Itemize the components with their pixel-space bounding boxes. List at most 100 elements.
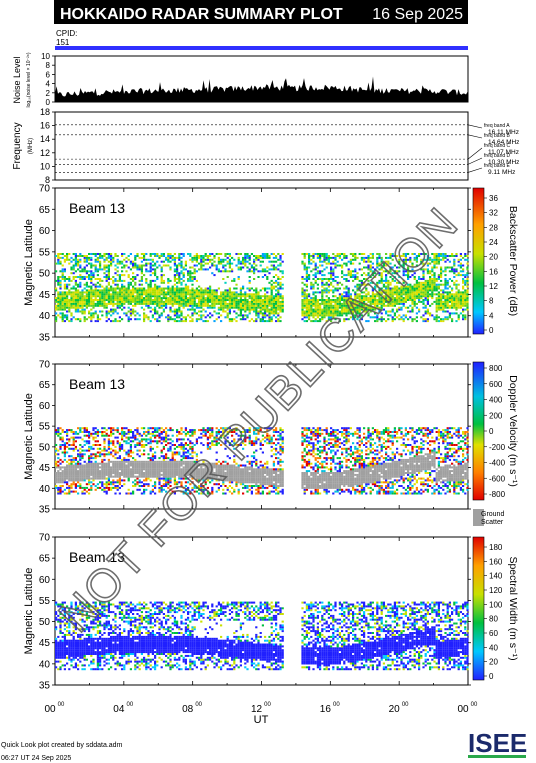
lat-tick-label: 50 (39, 442, 51, 453)
isee-logo-text: ISEE (468, 728, 527, 758)
lat-tick-label: 35 (39, 681, 51, 692)
freq-ytick-label: 14 (40, 134, 50, 144)
ground-scatter-label: Scatter (481, 519, 504, 526)
freq-ytick-label: 18 (40, 107, 50, 117)
colorbar-power: 0 4 8 12 16 20 24 28 32 36 Backscatter Power (dB) (472, 187, 519, 335)
noise-ytick-label: 10 (41, 52, 50, 61)
lat-tick-label: 65 (39, 205, 51, 216)
freq-band-leader (467, 157, 483, 165)
footer-timestamp: 06:27 UT 24 Sep 2025 (1, 755, 71, 762)
lat-tick-label: 55 (39, 596, 51, 607)
colorbar-tick-label: 200 (489, 411, 503, 420)
time-tick-label: 20 (389, 704, 401, 715)
colorbar-tick-label: 16 (489, 267, 498, 276)
colorbar-tick-label: 32 (489, 209, 498, 218)
colorbar-tick-label: -400 (489, 459, 506, 468)
noise-ytick-label: 4 (46, 80, 51, 89)
freq-ytick-label: 16 (40, 121, 50, 131)
time-tick-label: 04 (113, 704, 125, 715)
isee-logo-underline (468, 755, 526, 758)
lat-axis-label: Magnetic Latitude (23, 219, 35, 306)
colorbar-tick-label: 100 (489, 600, 503, 609)
freq-band-value: 16.11 MHz (488, 129, 519, 136)
lat-tick-label: 55 (39, 247, 51, 258)
freq-band-label: freq band E (484, 163, 511, 169)
colorbar-tick-label: -800 (489, 490, 506, 499)
noise-level-series (55, 76, 468, 102)
freq-band-value: 11.07 MHz (488, 149, 519, 156)
xaxis-label: UT (254, 714, 269, 726)
colorbar-tick-label: 180 (489, 543, 503, 552)
noise-ylabel: Noise Level (12, 56, 22, 103)
noise-ytick-label: 2 (46, 89, 51, 98)
scatter-cells (55, 601, 469, 671)
time-tick-minutes: 00 (471, 702, 478, 708)
colorbar-label: Backscatter Power (dB) (507, 206, 519, 316)
colorbar-width: 0 20 40 60 80 100 120 140 160 180 Spectral Width (… (472, 536, 519, 681)
colorbar-tick-label: -600 (489, 474, 506, 483)
freq-ylabel: Frequency (12, 122, 23, 169)
freq-ytick-label: 12 (40, 148, 50, 158)
lat-tick-label: 50 (39, 617, 51, 628)
lat-tick-label: 35 (39, 333, 51, 344)
freq-band-label: freq band A (484, 123, 510, 129)
colorbar-tick-label: 600 (489, 380, 503, 389)
time-tick-label: 08 (182, 704, 194, 715)
cpid-bar (55, 46, 468, 50)
lat-tick-label: 60 (39, 401, 51, 412)
colorbar-tick-label: 120 (489, 586, 503, 595)
colorbar-tick-label: 800 (489, 364, 503, 373)
plot-title: HOKKAIDO RADAR SUMMARY PLOT (60, 6, 343, 23)
freq-band-leader (467, 167, 483, 173)
lat-tick-label: 60 (39, 226, 51, 237)
lat-tick-label: 45 (39, 290, 51, 301)
noise-ytick-label: 8 (46, 61, 51, 70)
colorbar-tick-label: 20 (489, 658, 498, 667)
scatter-cells (55, 253, 469, 323)
freq-band-label: freq band B (484, 133, 511, 139)
lat-tick-label: 45 (39, 638, 51, 649)
lat-tick-label: 40 (39, 311, 51, 322)
freq-band-leader (467, 147, 483, 160)
colorbar-tick-label: 400 (489, 396, 503, 405)
freq-ytick-label: 10 (40, 161, 50, 171)
lat-tick-label: 70 (39, 184, 51, 195)
freq-band-value: 14.64 MHz (488, 139, 519, 146)
lat-tick-label: 60 (39, 575, 51, 586)
lat-axis-label: Magnetic Latitude (23, 568, 35, 655)
time-tick-label: 00 (44, 704, 56, 715)
lat-tick-label: 65 (39, 380, 51, 391)
data-panel-width: 35 40 45 50 55 60 65 70 Beam 13 Magnetic Latitude… (23, 533, 519, 692)
data-panel-vel: 35 40 45 50 55 60 65 70 Beam 13 Magnetic Latitude… (23, 360, 519, 526)
freq-band-value: 9.11 MHz (488, 169, 515, 176)
time-tick-minutes: 00 (58, 702, 65, 708)
scatter-cells (55, 427, 469, 495)
colorbar-tick-label: 28 (489, 223, 498, 232)
colorbar-tick-label: 0 (489, 672, 494, 681)
colorbar-tick-label: 8 (489, 297, 494, 306)
freq-band-label: freq band C (484, 143, 511, 149)
time-tick-minutes: 00 (126, 702, 133, 708)
freq-band-label: freq band D (484, 153, 511, 159)
ground-scatter-label: Ground (481, 511, 504, 518)
ground-scatter-swatch (473, 509, 484, 526)
title-bar (54, 0, 468, 24)
cpid-value: 151 (56, 38, 70, 47)
time-tick-minutes: 00 (264, 702, 271, 708)
colorbar-tick-label: 20 (489, 253, 498, 262)
freq-ylabel-unit: (MHz) (28, 138, 34, 154)
time-tick-minutes: 00 (195, 702, 202, 708)
lat-tick-label: 50 (39, 269, 51, 280)
lat-tick-label: 70 (39, 360, 51, 371)
colorbar-tick-label: 36 (489, 194, 498, 203)
time-tick-label: 00 (457, 704, 469, 715)
lat-tick-label: 70 (39, 533, 51, 544)
time-tick-label: 16 (320, 704, 332, 715)
lat-tick-label: 35 (39, 505, 51, 516)
colorbar-tick-label: 160 (489, 557, 503, 566)
colorbar-tick-label: 0 (489, 326, 494, 335)
